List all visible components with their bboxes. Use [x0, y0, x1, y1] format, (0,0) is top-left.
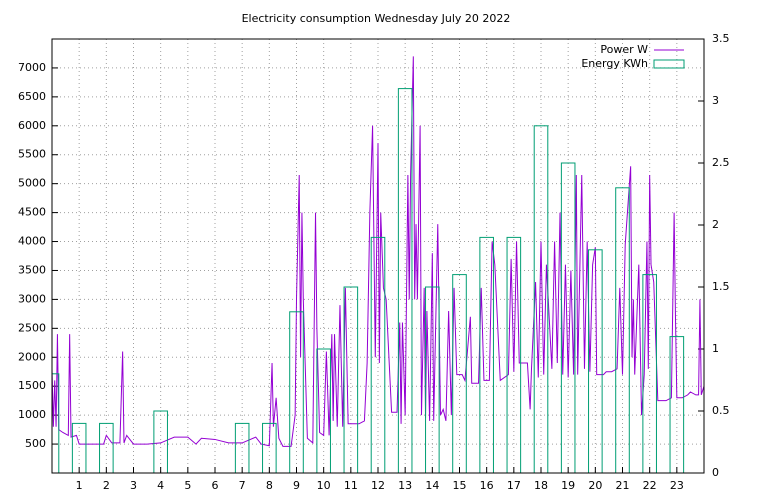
x-tick-label: 9 — [293, 479, 300, 492]
x-tick-label: 20 — [588, 479, 602, 492]
y-tick-label: 1500 — [18, 379, 46, 392]
energy-box — [533, 125, 549, 473]
x-tick-label: 8 — [266, 479, 273, 492]
energy-box — [479, 236, 494, 473]
x-tick-label: 21 — [616, 479, 630, 492]
x-tick-label: 13 — [398, 479, 412, 492]
energy-box — [425, 286, 440, 473]
y-tick-label: 3000 — [18, 292, 46, 305]
plot-area — [52, 56, 704, 473]
y2-tick-label: 3.5 — [712, 32, 730, 45]
x-tick-label: 12 — [371, 479, 385, 492]
x-tick-label: 10 — [317, 479, 331, 492]
x-tick-label: 19 — [561, 479, 575, 492]
x-tick-label: 2 — [103, 479, 110, 492]
y2-tick-label: 1 — [712, 342, 719, 355]
x-tick-label: 22 — [643, 479, 657, 492]
x-tick-label: 4 — [157, 479, 164, 492]
x-tick-label: 1 — [76, 479, 83, 492]
energy-box — [642, 274, 657, 473]
y-tick-label: 4000 — [18, 235, 46, 248]
y-tick-label: 3500 — [18, 263, 46, 276]
energy-box — [560, 162, 576, 473]
y-tick-label: 2000 — [18, 350, 46, 363]
y2-tick-label: 0 — [712, 466, 719, 479]
energy-box — [316, 348, 331, 473]
energy-box — [370, 236, 386, 473]
energy-box — [669, 336, 685, 473]
legend-swatch — [653, 59, 685, 69]
x-tick-label: 16 — [480, 479, 494, 492]
x-tick-label: 17 — [507, 479, 521, 492]
legend-label: Power W — [600, 43, 648, 56]
energy-box — [52, 373, 60, 473]
y-tick-label: 2500 — [18, 321, 46, 334]
x-tick-label: 18 — [534, 479, 548, 492]
y2-tick-label: 3 — [712, 94, 719, 107]
chart-title: Electricity consumption Wednesday July 2… — [242, 12, 511, 25]
y-tick-label: 500 — [25, 437, 46, 450]
x-tick-label: 5 — [184, 479, 191, 492]
energy-box — [153, 410, 168, 473]
energy-box — [343, 286, 359, 473]
x-tick-label: 11 — [344, 479, 358, 492]
x-tick-label: 14 — [425, 479, 439, 492]
energy-box — [99, 422, 114, 473]
y2-tick-label: 2 — [712, 218, 719, 231]
y2-tick-label: 1.5 — [712, 280, 730, 293]
energy-box — [71, 422, 87, 473]
x-tick-label: 3 — [130, 479, 137, 492]
legend-label: Energy KWh — [581, 57, 648, 70]
energy-box — [452, 274, 467, 473]
x-tick-label: 23 — [670, 479, 684, 492]
x-tick-label: 6 — [212, 479, 219, 492]
energy-box — [588, 249, 603, 473]
energy-box — [506, 236, 522, 473]
y2-tick-label: 0.5 — [712, 404, 730, 417]
energy-box — [234, 422, 250, 473]
x-tick-label: 7 — [239, 479, 246, 492]
y-tick-label: 4500 — [18, 206, 46, 219]
y-tick-label: 6500 — [18, 90, 46, 103]
plot-border — [51, 38, 705, 474]
energy-box — [615, 187, 630, 473]
y-tick-label: 1000 — [18, 408, 46, 421]
y-tick-label: 6000 — [18, 119, 46, 132]
y-tick-label: 5000 — [18, 177, 46, 190]
y-tick-label: 7000 — [18, 61, 46, 74]
x-tick-label: 15 — [453, 479, 467, 492]
y2-tick-label: 2.5 — [712, 156, 730, 169]
y-tick-label: 5500 — [18, 148, 46, 161]
